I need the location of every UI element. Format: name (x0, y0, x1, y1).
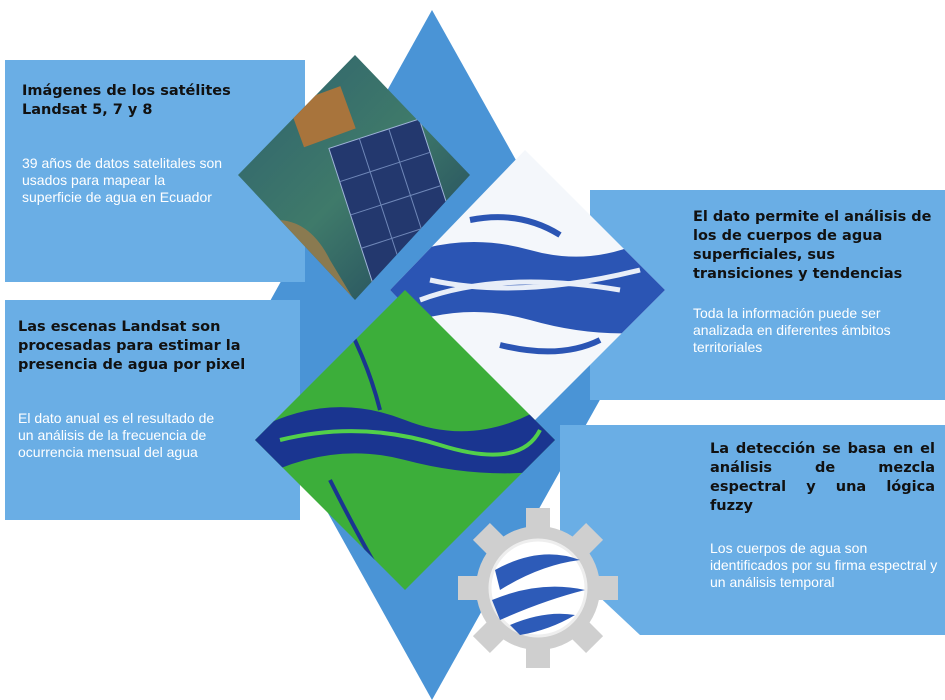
panel-4 (560, 425, 945, 635)
panel-body: Toda la información puede ser analizada … (693, 305, 891, 355)
panel-body: 39 años de datos satelitales son usados … (22, 155, 223, 205)
panel-1 (5, 60, 305, 282)
panel-title: Las escenas Landsat son procesadas para … (18, 319, 246, 373)
gear-logo (458, 508, 618, 668)
panel-title: La detección se basa en el análisis de m… (710, 441, 935, 514)
panel-body: El dato anual es el resultado de un anál… (18, 410, 215, 460)
panel-body: Los cuerpos de agua son identificados po… (710, 540, 938, 590)
panel-title: Imágenes de los satélites Landsat 5, 7 y… (22, 83, 231, 118)
panel-3 (5, 300, 300, 520)
panel-title: El dato permite el análisis de los de cu… (693, 209, 932, 282)
panel-2 (590, 190, 945, 400)
